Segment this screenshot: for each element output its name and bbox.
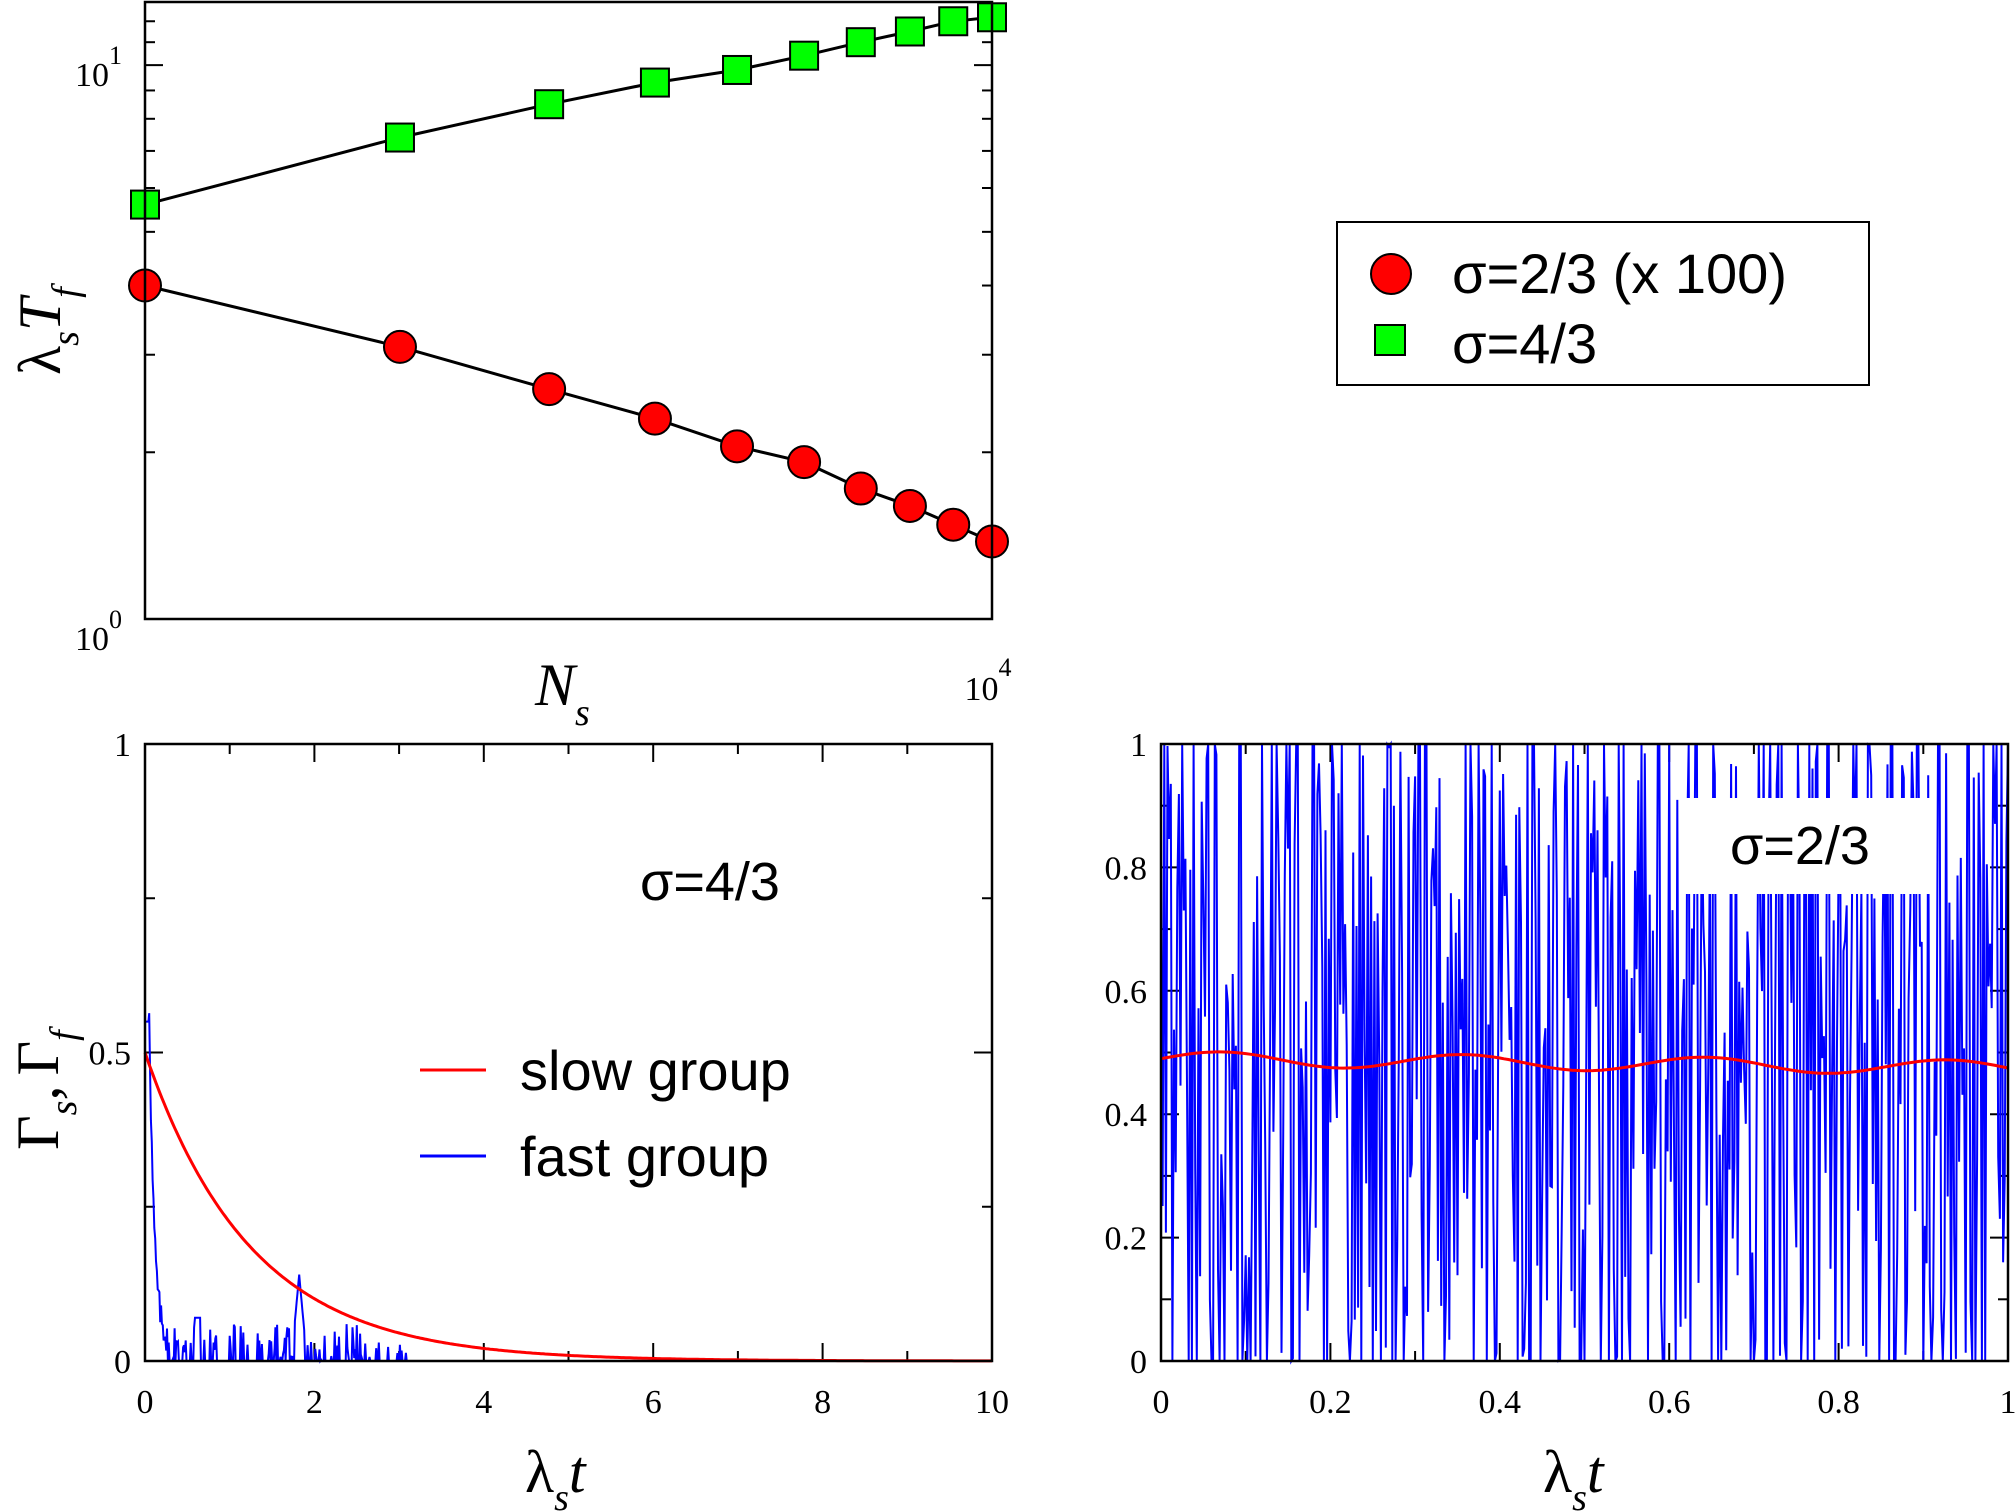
- top-marker-square: [384, 122, 415, 153]
- top-marker-square: [894, 16, 925, 47]
- ytick-label: 0.6: [1105, 974, 1148, 1011]
- top-panel: 101 100 104 Ns λsTf σ=2/3 (x 100) σ=4/3: [7, 0, 1870, 734]
- br-xlabel: λst: [1543, 1439, 1605, 1511]
- top-legend-frame: [1336, 221, 1870, 386]
- bl-tick-labels: 0 2 4 6 8 10 0 0.5 1: [89, 727, 1010, 1421]
- xtick-label: 0.4: [1479, 1384, 1522, 1421]
- bl-annotation: σ=4/3: [640, 852, 780, 912]
- br-plot-frame: [1159, 742, 2010, 1363]
- ytick-label: 0: [1130, 1344, 1147, 1381]
- top-marker-circle: [936, 507, 971, 542]
- top-marker-circle: [382, 329, 417, 364]
- legend-marker-sigma-2-3: [1370, 253, 1412, 295]
- br-tick-labels: 0 0.2 0.4 0.6 0.8 1 0 0.2 0.4 0.6 0.8 1: [1105, 727, 2016, 1421]
- xtick-label: 0.6: [1648, 1384, 1691, 1421]
- top-ytick-label-10-1: 101: [75, 41, 122, 94]
- bl-xlabel: λst: [525, 1439, 587, 1511]
- top-marker-circle: [532, 372, 567, 407]
- top-ylabel: λsTf: [7, 283, 87, 375]
- bl-legend: slow group fast group: [420, 1039, 791, 1188]
- top-ticks: [145, 1, 992, 620]
- top-marker-square: [938, 6, 969, 37]
- top-series-lines: [144, 15, 993, 543]
- xtick-label: 0.2: [1309, 1384, 1352, 1421]
- ytick-label: 0.4: [1105, 1097, 1148, 1134]
- xtick-label: 1: [2000, 1384, 2016, 1421]
- bl-ylabel: Γs,Γf: [5, 1026, 85, 1150]
- bottom-right-panel: 0 0.2 0.4 0.6 0.8 1 0 0.2 0.4 0.6 0.8 1 σ=2/3 λst: [1105, 727, 2016, 1511]
- xtick-label: 4: [475, 1384, 492, 1421]
- top-xtick-label-10-4: 104: [965, 653, 1012, 708]
- xtick-label: 2: [306, 1384, 323, 1421]
- legend-marker-sigma-4-3: [1374, 324, 1406, 356]
- top-series-line-1: [144, 15, 993, 207]
- br-annotation: σ=2/3: [1730, 816, 1870, 876]
- xtick-label: 0: [137, 1384, 154, 1421]
- xtick-label: 8: [814, 1384, 831, 1421]
- top-marker-square: [722, 54, 753, 85]
- xtick-label: 6: [645, 1384, 662, 1421]
- bl-legend-label-slow: slow group: [520, 1039, 791, 1102]
- legend-label-sigma-2-3: σ=2/3 (x 100): [1452, 242, 1787, 305]
- top-marker-circle: [892, 488, 927, 523]
- xtick-label: 0: [1153, 1384, 1170, 1421]
- top-marker-square: [534, 89, 565, 120]
- top-series-markers: [128, 2, 1009, 559]
- ytick-label: 0: [114, 1344, 131, 1381]
- br-series-red-line: [1160, 1050, 2009, 1075]
- xtick-label: 10: [975, 1384, 1009, 1421]
- top-marker-circle: [637, 401, 672, 436]
- top-marker-circle: [843, 471, 878, 506]
- top-xlabel: Ns: [534, 652, 590, 734]
- ytick-label: 0.8: [1105, 850, 1148, 887]
- top-plot-frame: [143, 0, 994, 621]
- top-marker-square: [845, 27, 876, 58]
- top-legend: σ=2/3 (x 100) σ=4/3: [1336, 221, 1870, 386]
- bl-legend-label-fast: fast group: [520, 1125, 769, 1188]
- top-series-line-0: [144, 284, 993, 543]
- ytick-label: 1: [1130, 727, 1147, 764]
- top-marker-square: [639, 67, 670, 98]
- ytick-label: 0.2: [1105, 1221, 1148, 1258]
- top-ytick-label-10-0: 100: [75, 605, 122, 658]
- br-annotation-bg: [1680, 798, 1930, 894]
- bottom-left-panel: 0 2 4 6 8 10 0 0.5 1 σ=4/3 slow group fast group…: [5, 727, 1009, 1511]
- top-marker-square: [789, 40, 820, 71]
- legend-label-sigma-4-3: σ=4/3: [1452, 312, 1597, 375]
- ytick-label: 0.5: [89, 1036, 132, 1073]
- top-marker-circle: [720, 429, 755, 464]
- ytick-label: 1: [114, 727, 131, 764]
- xtick-label: 0.8: [1817, 1384, 1860, 1421]
- top-marker-circle: [787, 445, 822, 480]
- bl-plot-frame: [143, 742, 994, 1363]
